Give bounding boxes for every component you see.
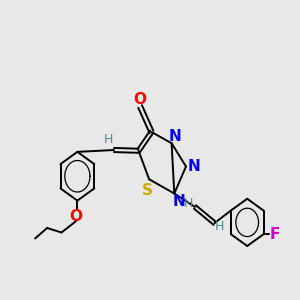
Text: F: F [270, 227, 280, 242]
Text: H: H [214, 220, 224, 232]
Text: O: O [134, 92, 147, 107]
Text: S: S [142, 183, 153, 198]
Text: H: H [184, 197, 193, 210]
Text: N: N [168, 129, 181, 144]
Text: H: H [104, 134, 113, 146]
Text: N: N [188, 159, 201, 174]
Text: O: O [69, 209, 82, 224]
Text: N: N [172, 194, 185, 209]
